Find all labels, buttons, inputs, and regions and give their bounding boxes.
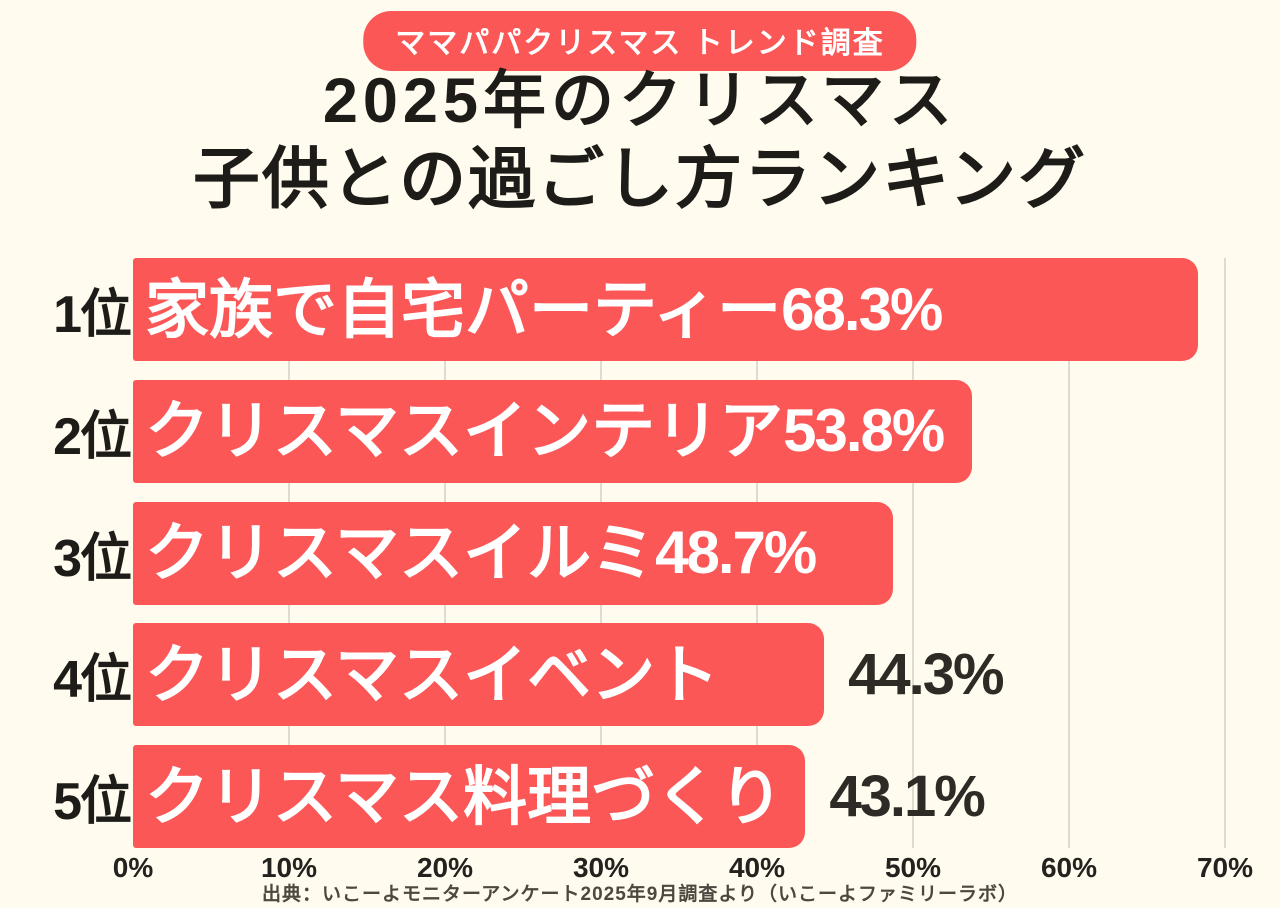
bar: クリスマスイベント xyxy=(133,623,825,727)
header-badge-label: ママパパクリスマス トレンド調査 xyxy=(395,27,885,60)
x-axis-tick-label: 20% xyxy=(416,852,474,883)
x-axis-tick-label: 0% xyxy=(112,852,154,883)
page-title-line-2: 子供との過ごし方ランキング xyxy=(192,141,1088,217)
bar-category-label: クリスマスイルミ xyxy=(145,517,656,589)
x-axis-tick-label: 70% xyxy=(1196,852,1254,883)
rank-label: 3位 xyxy=(53,529,132,588)
bar: クリスマスインテリア 53.8% xyxy=(133,379,973,483)
bar-value-label: 48.7% xyxy=(655,519,817,586)
source-note: 出典：いこーよモニターアンケート2025年9月調査より（いこーよファミリーラボ） xyxy=(262,884,1018,905)
gridline xyxy=(1068,258,1070,848)
rank-label: 1位 xyxy=(53,286,132,344)
rank-label: 2位 xyxy=(53,407,132,466)
rank-label: 4位 xyxy=(53,651,132,710)
bar: クリスマス料理づくり xyxy=(133,745,806,848)
x-axis-tick-label: 60% xyxy=(1040,852,1098,883)
bar-row: 1位 家族で自宅パーティー 68.3% xyxy=(53,258,1225,361)
bar-category-label: クリスマスインテリア xyxy=(145,395,784,468)
x-axis-tick-label: 40% xyxy=(728,852,786,883)
bar-value-label: 68.3% xyxy=(781,275,943,343)
bar-value-label: 53.8% xyxy=(783,397,945,465)
bar-row: 2位 クリスマスインテリア 53.8% xyxy=(53,379,1225,483)
x-axis-tick-label: 30% xyxy=(572,852,630,883)
x-axis: 0% 10% 20% 30% 40% 50% 60% 70% xyxy=(113,852,1253,884)
gridline xyxy=(912,258,914,848)
bar-row: 5位 クリスマス料理づくり 43.1% xyxy=(53,745,1225,848)
bar-row: 4位 クリスマスイベント 44.3% xyxy=(53,623,1225,727)
bar-value-label-outside: 44.3% xyxy=(848,642,1004,708)
bar-category-label: クリスマス料理づくり xyxy=(145,760,784,833)
page-title: 2025年のクリスマス 子供との過ごし方ランキング xyxy=(0,62,1280,218)
bar-category-label: クリスマスイベント xyxy=(145,638,720,711)
bar-row: 3位 クリスマスイルミ 48.7% xyxy=(53,501,1225,605)
bar-rows: 1位 家族で自宅パーティー 68.3% 2位 クリスマスインテリア 53.8% … xyxy=(53,258,1225,848)
rank-label: 5位 xyxy=(53,773,132,831)
bar: 家族で自宅パーティー 68.3% xyxy=(133,258,1199,361)
header-badge: ママパパクリスマス トレンド調査 xyxy=(363,11,917,71)
bar-value-label-outside: 43.1% xyxy=(829,764,985,829)
page-title-line-1: 2025年のクリスマス xyxy=(322,66,958,136)
bar-category-label: 家族で自宅パーティー xyxy=(145,273,782,346)
bar: クリスマスイルミ 48.7% xyxy=(133,501,893,605)
x-axis-tick-label: 50% xyxy=(884,852,942,883)
x-axis-tick-label: 10% xyxy=(260,852,318,883)
bar-chart-plot: 1位 家族で自宅パーティー 68.3% 2位 クリスマスインテリア 53.8% … xyxy=(53,258,1226,848)
gridline xyxy=(1224,258,1226,848)
